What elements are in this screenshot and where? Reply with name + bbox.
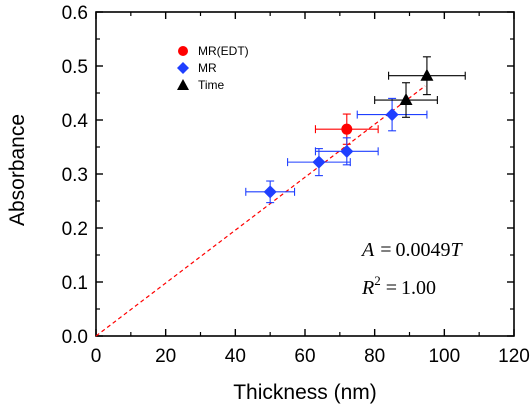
fit-line [95, 85, 426, 337]
x-tick-label: 20 [155, 346, 176, 367]
y-tick-label: 0.2 [62, 219, 88, 240]
legend-label-mr-edt: MR(EDT) [198, 44, 249, 58]
x-tick-label: 120 [498, 346, 530, 367]
tick-labels: 0 20 40 60 80 100 120 0.0 0.1 0.2 0.3 0.4 0.5 0.6 [62, 3, 530, 367]
x-tick-label: 0 [91, 346, 102, 367]
data-point-diamond [340, 144, 354, 158]
data-points [245, 56, 466, 204]
y-tick-label: 0.1 [62, 273, 88, 294]
y-tick-label: 0.3 [62, 165, 88, 186]
data-point-circle [341, 123, 353, 135]
x-tick-label: 40 [225, 346, 246, 367]
data-point-diamond [385, 108, 399, 122]
y-tick-label: 0.0 [62, 327, 88, 348]
y-tick-label: 0.5 [62, 57, 88, 78]
legend-marker-time [177, 79, 189, 90]
legend-marker-mr [177, 62, 189, 74]
x-axis-title: Thickness (nm) [233, 381, 377, 404]
data-point-triangle [399, 93, 413, 106]
legend-marker-mr-edt [178, 46, 188, 56]
y-tick-label: 0.4 [62, 111, 89, 132]
plot-frame [95, 11, 515, 337]
data-point-diamond [263, 185, 277, 199]
x-tick-label: 80 [364, 346, 385, 367]
y-axis-title: Absorbance [6, 114, 29, 226]
axes [95, 11, 515, 337]
legend-label-time: Time [198, 78, 225, 92]
data-point-triangle [420, 68, 434, 81]
y-tick-label: 0.6 [62, 3, 88, 24]
r-squared-annotation: R2 = 1.00 [361, 273, 436, 299]
legend-label-mr: MR [198, 61, 217, 75]
x-tick-label: 60 [294, 346, 315, 367]
legend: MR(EDT) MR Time [177, 44, 249, 92]
data-point-diamond [312, 155, 326, 169]
equation-annotation: A = 0.0049T [360, 239, 464, 261]
x-tick-label: 100 [428, 346, 460, 367]
fit-line-group [95, 85, 426, 337]
